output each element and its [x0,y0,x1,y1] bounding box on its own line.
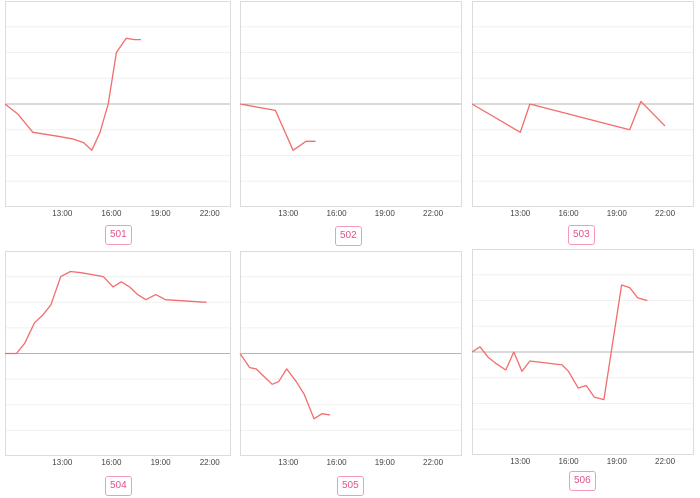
x-tick-label: 16:00 [559,457,580,466]
chart-label-badge[interactable]: 504 [105,476,132,496]
line-chart-505: 13:00 16:00 19:00 22:00 [239,276,461,467]
x-tick-label: 19:00 [607,457,628,466]
line-chart-502: 13:00 16:00 19:00 22:00 [239,26,461,218]
x-tick-label: 19:00 [375,209,396,218]
x-tick-label: 13:00 [510,457,531,466]
series-line [4,37,141,151]
x-tick-label: 13:00 [52,209,73,218]
chart-panel-501: 13:00 16:00 19:00 22:00 501 [4,1,231,245]
series-line [5,270,207,355]
x-tick-label: 22:00 [655,209,676,218]
line-chart-506: 13:00 16:00 19:00 22:00 [471,274,693,466]
series-line [471,284,648,401]
x-tick-label: 13:00 [510,209,531,218]
series-line [471,100,666,133]
x-tick-label: 13:00 [278,209,299,218]
x-tick-label: 13:00 [52,458,73,467]
x-tick-label: 16:00 [559,209,580,218]
x-tick-label: 13:00 [278,458,299,467]
x-tick-label: 16:00 [327,458,348,467]
x-tick-label: 19:00 [607,209,628,218]
chart-panel-506: 13:00 16:00 19:00 22:00 506 [471,249,694,493]
x-tick-label: 22:00 [423,209,444,218]
chart-panel-502: 13:00 16:00 19:00 22:00 502 [239,1,462,249]
x-tick-label: 19:00 [151,458,172,467]
x-tick-label: 16:00 [101,209,122,218]
chart-label-badge[interactable]: 502 [335,226,362,246]
x-tick-label: 19:00 [375,458,396,467]
line-chart-503: 13:00 16:00 19:00 22:00 [471,26,693,218]
x-tick-label: 22:00 [655,457,676,466]
x-tick-label: 19:00 [151,209,172,218]
x-tick-label: 16:00 [101,458,122,467]
series-line [239,103,316,151]
chart-panel-503: 13:00 16:00 19:00 22:00 503 [471,1,694,249]
chart-label-badge[interactable]: 501 [105,225,132,245]
chart-panel-504: 13:00 16:00 19:00 22:00 504 [5,251,231,496]
x-tick-label: 22:00 [200,458,221,467]
line-chart-504: 13:00 16:00 19:00 22:00 [5,270,230,467]
chart-label-badge[interactable]: 503 [568,225,595,245]
x-tick-label: 16:00 [327,209,348,218]
series-line [239,353,331,420]
line-chart-501: 13:00 16:00 19:00 22:00 [4,26,230,218]
x-tick-label: 22:00 [423,458,444,467]
chart-label-badge[interactable]: 506 [569,471,596,491]
chart-label-badge[interactable]: 505 [337,476,364,496]
chart-panel-505: 13:00 16:00 19:00 22:00 505 [239,251,462,496]
x-tick-label: 22:00 [200,209,221,218]
